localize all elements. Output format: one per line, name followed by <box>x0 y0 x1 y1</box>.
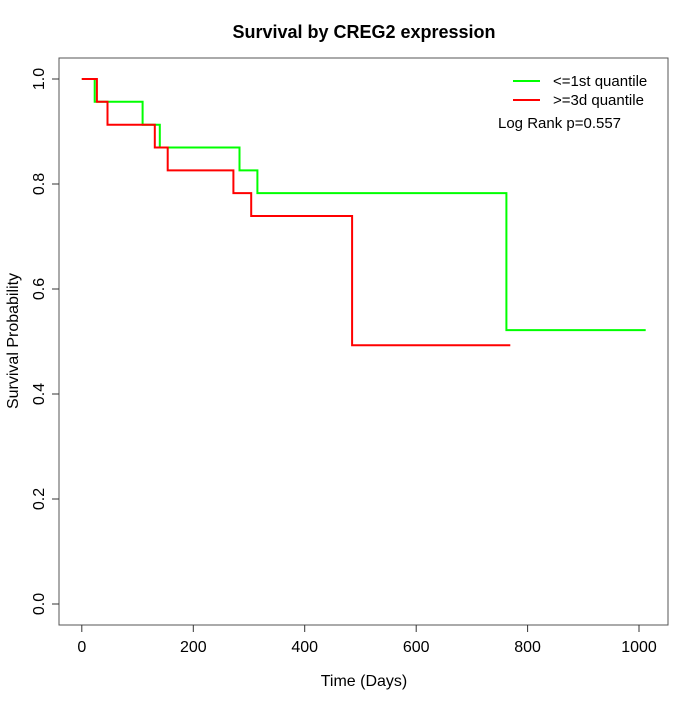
logrank-annotation: Log Rank p=0.557 <box>498 115 621 132</box>
km-curve-1 <box>81 78 511 347</box>
x-tick-label: 800 <box>514 639 541 656</box>
x-tick-label: 200 <box>180 639 207 656</box>
chart-title: Survival by CREG2 expression <box>232 22 495 42</box>
y-tick-label: 0.8 <box>31 173 48 195</box>
legend-label-third-quantile: >=3d quantile <box>553 92 644 109</box>
x-tick-label: 1000 <box>621 639 657 656</box>
x-tick-label: 400 <box>291 639 318 656</box>
x-axis: 0 200 400 600 800 1000 <box>77 625 657 656</box>
x-tick-label: 0 <box>77 639 86 656</box>
y-tick-label: 0.6 <box>31 278 48 300</box>
y-tick-label: 1.0 <box>31 68 48 90</box>
y-axis-label: Survival Probability <box>5 273 22 409</box>
legend-label-first-quantile: <=1st quantile <box>553 73 647 90</box>
y-axis: 0.0 0.2 0.4 0.6 0.8 1.0 <box>31 68 59 615</box>
legend: <=1st quantile >=3d quantile Log Rank p=… <box>498 73 647 132</box>
x-axis-label: Time (Days) <box>321 673 408 690</box>
y-tick-label: 0.0 <box>31 593 48 615</box>
plot-box <box>58 57 669 626</box>
y-tick-label: 0.2 <box>31 488 48 510</box>
x-tick-label: 600 <box>403 639 430 656</box>
y-tick-label: 0.4 <box>31 383 48 405</box>
